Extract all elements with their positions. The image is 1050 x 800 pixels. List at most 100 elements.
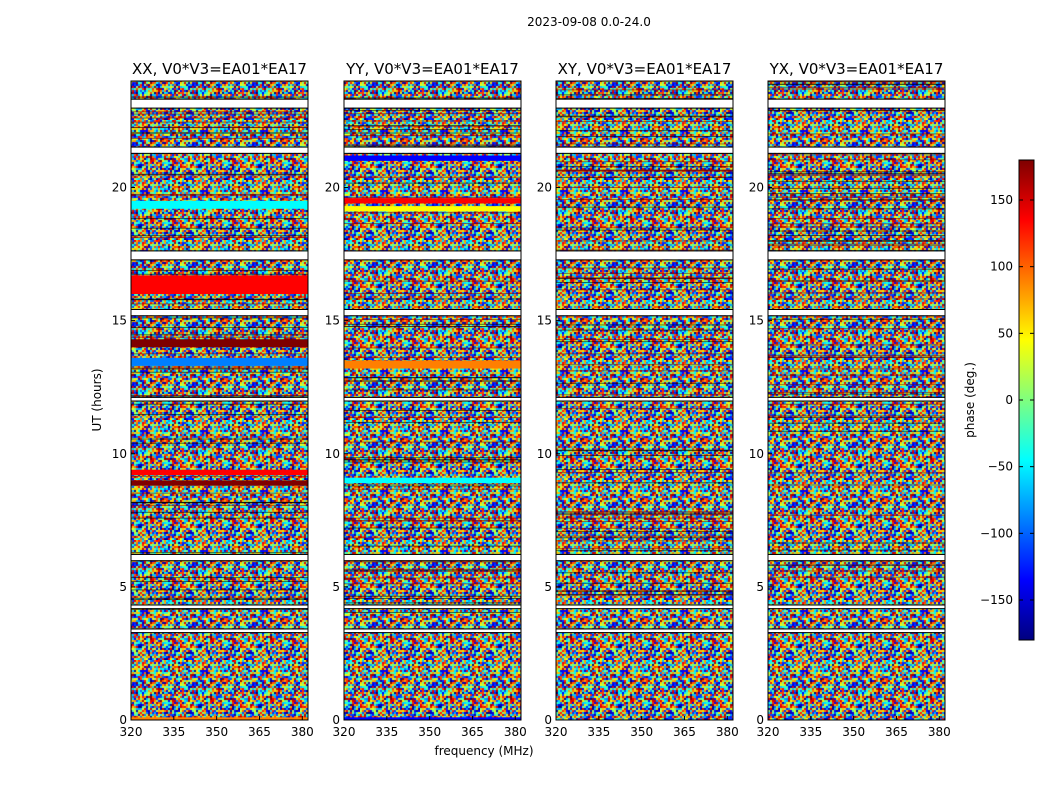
rfi-row (556, 550, 733, 552)
rfi-row (556, 594, 733, 596)
y-tick-label: 15 (112, 314, 127, 328)
rfi-row (768, 243, 945, 245)
rfi-row (556, 394, 733, 396)
rfi-row (344, 545, 521, 547)
rfi-row (768, 171, 945, 173)
rfi-row (344, 421, 521, 423)
rfi-row (344, 125, 521, 127)
gap-edge (768, 146, 945, 148)
rfi-row (344, 280, 521, 282)
gap-edge (344, 107, 521, 109)
rfi-row (768, 318, 945, 320)
gap-edge (344, 259, 521, 261)
y-tick-label: 0 (756, 713, 764, 727)
y-tick-label: 20 (112, 181, 127, 195)
rfi-row (556, 289, 733, 291)
gap-edge (768, 315, 945, 317)
rfi-row (131, 334, 308, 336)
rfi-row (344, 125, 521, 127)
rfi-row (344, 323, 521, 325)
x-tick-label: 365 (673, 725, 696, 739)
rfi-row (768, 344, 945, 346)
rfi-row (344, 583, 521, 585)
rfi-row (556, 130, 733, 132)
gap-edge (556, 146, 733, 148)
rfi-row (344, 457, 521, 459)
rfi-row (131, 117, 308, 119)
rfi-row (556, 170, 733, 172)
rfi-row (556, 94, 733, 96)
coherent-phase-band (131, 717, 308, 720)
rfi-row (556, 370, 733, 372)
x-tick-label: 320 (545, 725, 568, 739)
rfi-row (131, 577, 308, 579)
panels-group: XX, V0*V3=EA01*EA17 320 335 350 365 380 0 5 10 15… (112, 60, 951, 739)
rfi-row (344, 292, 521, 294)
gap-edge (344, 400, 521, 402)
rfi-row (768, 570, 945, 572)
gap-edge (131, 553, 308, 555)
x-tick-label: 320 (120, 725, 143, 739)
rfi-row (556, 176, 733, 178)
flagged-gap (344, 147, 521, 153)
rfi-row (344, 483, 521, 485)
gap-edge (344, 250, 521, 252)
rfi-row (768, 173, 945, 175)
rfi-row (556, 514, 733, 516)
rfi-row (344, 602, 521, 604)
rfi-row (131, 504, 308, 506)
x-tick-label: 335 (799, 725, 822, 739)
rfi-row (768, 240, 945, 242)
flagged-gap (131, 554, 308, 561)
flagged-gap (344, 397, 521, 401)
colorbar-tick-label: 100 (990, 260, 1013, 274)
x-tick-label: 320 (757, 725, 780, 739)
rfi-row (768, 549, 945, 551)
rfi-row (131, 353, 308, 355)
rfi-row (556, 521, 733, 523)
rfi-row (131, 111, 308, 113)
rfi-row (131, 174, 308, 176)
y-tick-label: 10 (749, 447, 764, 461)
coherent-phase-band (131, 339, 308, 348)
rfi-row (131, 414, 308, 416)
rfi-row (344, 120, 521, 122)
flagged-gap (556, 309, 733, 316)
rfi-row (344, 347, 521, 349)
gap-edge (556, 107, 733, 109)
y-tick-label: 0 (119, 713, 127, 727)
gap-edge (131, 152, 308, 154)
rfi-row (344, 113, 521, 115)
rfi-row (556, 278, 733, 280)
flagged-gap (556, 605, 733, 609)
panel-2: XY, V0*V3=EA01*EA17 320 335 350 365 380 0 5 10 15… (537, 60, 739, 739)
x-tick-label: 380 (291, 725, 314, 739)
rfi-row (344, 326, 521, 328)
rfi-row (768, 230, 945, 232)
rfi-row (768, 240, 945, 242)
rfi-row (131, 438, 308, 440)
rfi-row (768, 83, 945, 85)
rfi-row (131, 96, 308, 98)
gap-edge (131, 608, 308, 610)
panel-frame (767, 80, 946, 721)
panel-frame (555, 80, 734, 721)
rfi-row (556, 353, 733, 355)
rfi-row (556, 408, 733, 410)
rfi-row (556, 540, 733, 542)
rfi-row (344, 598, 521, 600)
gap-edge (768, 152, 945, 154)
rfi-row (344, 97, 521, 99)
flagged-gap (131, 629, 308, 633)
rfi-row (344, 561, 521, 563)
rfi-row (131, 511, 308, 513)
rfi-row (344, 129, 521, 131)
y-tick-label: 20 (749, 181, 764, 195)
coherent-phase-band (344, 198, 521, 204)
rfi-row (556, 170, 733, 172)
rfi-row (768, 154, 945, 156)
gap-edge (344, 560, 521, 562)
colorbar-tick-label: −50 (988, 460, 1013, 474)
flagged-gap (768, 629, 945, 633)
flagged-gap (556, 397, 733, 401)
